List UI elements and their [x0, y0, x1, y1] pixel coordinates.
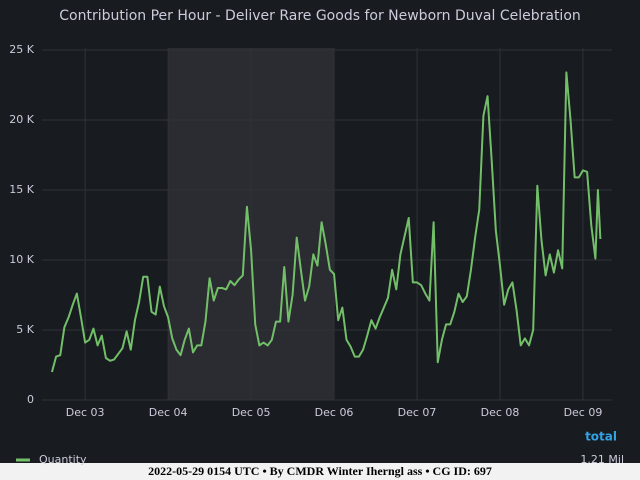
y-tick-label: 0: [27, 393, 34, 406]
x-tick-label: Dec 09: [564, 406, 603, 419]
footer: 2022-05-29 0154 UTC • By CMDR Winter Ihe…: [148, 464, 492, 478]
legend-total: 1.21 Mil: [580, 453, 624, 466]
y-tick-label: 20 K: [9, 113, 34, 126]
plot-layer: [42, 48, 612, 401]
x-tick-label: Dec 04: [149, 406, 188, 419]
x-tick-label: Dec 07: [398, 406, 437, 419]
series-line: [50, 71, 602, 373]
x-tick-label: Dec 05: [232, 406, 271, 419]
footer-bar: [0, 463, 640, 480]
y-tick-label: 10 K: [9, 253, 34, 266]
x-tick-label: Dec 06: [315, 406, 354, 419]
chart-title: Contribution Per Hour - Deliver Rare Goo…: [59, 8, 581, 24]
legend-label: Quantity: [39, 453, 87, 466]
y-tick-label: 5 K: [16, 323, 34, 336]
x-tick-label: Dec 08: [481, 406, 520, 419]
legend-header: total: [585, 430, 617, 444]
y-tick-label: 25 K: [9, 43, 34, 56]
y-tick-label: 15 K: [9, 183, 34, 196]
x-tick-label: Dec 03: [66, 406, 105, 419]
